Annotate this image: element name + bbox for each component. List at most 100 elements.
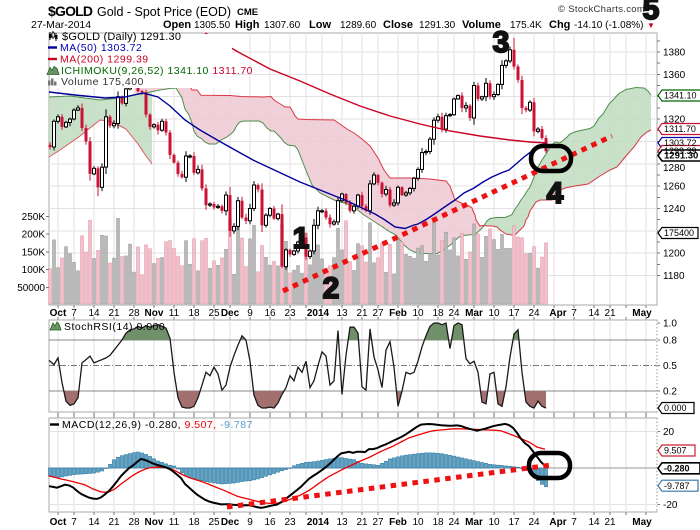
svg-text:21: 21 [108, 308, 120, 319]
svg-text:13: 13 [336, 308, 348, 319]
svg-text:Feb: Feb [389, 308, 407, 319]
svg-text:1299.39: 1299.39 [664, 146, 697, 156]
svg-text:50000: 50000 [17, 283, 45, 294]
svg-text:Volume 175,400: Volume 175,400 [61, 76, 144, 88]
svg-text:MA(200) 1299.39: MA(200) 1299.39 [60, 54, 149, 66]
svg-text:Dec: Dec [221, 517, 240, 528]
svg-text:9: 9 [247, 517, 253, 528]
svg-text:16: 16 [264, 517, 276, 528]
svg-text:1280: 1280 [663, 163, 686, 174]
svg-text:16: 16 [264, 308, 276, 319]
svg-text:MA(50) 1303.72: MA(50) 1303.72 [60, 42, 142, 54]
svg-text:1200: 1200 [663, 249, 686, 260]
svg-text:Mar: Mar [465, 517, 483, 528]
svg-text:May: May [632, 308, 652, 319]
svg-text:May: May [632, 517, 652, 528]
svg-text:2014: 2014 [307, 308, 330, 319]
svg-text:1180: 1180 [663, 271, 685, 282]
svg-text:Dec: Dec [221, 308, 240, 319]
svg-text:2014: 2014 [307, 517, 330, 528]
svg-text:0.8: 0.8 [663, 336, 677, 347]
svg-text:14: 14 [588, 517, 600, 528]
svg-text:2: 2 [323, 272, 340, 305]
svg-text:21: 21 [604, 308, 616, 319]
svg-text:9: 9 [247, 308, 253, 319]
svg-text:1: 1 [293, 222, 310, 255]
svg-text:25: 25 [208, 517, 220, 528]
svg-text:7: 7 [71, 308, 77, 319]
svg-text:1291.30: 1291.30 [664, 151, 698, 162]
svg-text:24: 24 [528, 517, 540, 528]
svg-text:7: 7 [571, 517, 577, 528]
svg-text:100K: 100K [22, 265, 46, 276]
svg-text:14: 14 [88, 517, 100, 528]
svg-text:21: 21 [356, 308, 368, 319]
svg-text:250K: 250K [22, 212, 46, 223]
svg-text:21: 21 [108, 517, 120, 528]
svg-text:1303.72: 1303.72 [664, 138, 697, 148]
svg-text:10: 10 [412, 308, 424, 319]
svg-text:1360: 1360 [663, 70, 686, 81]
svg-text:Oct: Oct [50, 308, 67, 319]
svg-text:1341.10: 1341.10 [664, 91, 697, 101]
svg-text:17: 17 [508, 517, 520, 528]
svg-text:0.000: 0.000 [664, 403, 687, 413]
svg-text:24: 24 [528, 308, 540, 319]
svg-text:ICHIMOKU(9,26,52) 1341.10 1311: ICHIMOKU(9,26,52) 1341.10 1311.70 [61, 65, 253, 77]
svg-text:27: 27 [372, 308, 384, 319]
svg-text:StochRSI(14) 0.000: StochRSI(14) 0.000 [64, 321, 165, 333]
svg-text:3: 3 [493, 26, 510, 59]
svg-text:175400: 175400 [664, 228, 694, 238]
svg-text:7: 7 [571, 308, 577, 319]
svg-text:10: 10 [412, 517, 424, 528]
svg-text:-0.280: -0.280 [664, 464, 690, 474]
svg-text:Mar: Mar [465, 308, 483, 319]
svg-text:0.5: 0.5 [663, 361, 677, 372]
svg-text:$GOLD (Daily) 1291.30: $GOLD (Daily) 1291.30 [62, 31, 181, 43]
svg-text:9.507: 9.507 [664, 446, 687, 456]
svg-text:Nov: Nov [145, 308, 164, 319]
svg-text:28: 28 [128, 308, 140, 319]
svg-text:21: 21 [356, 517, 368, 528]
svg-text:13: 13 [336, 517, 348, 528]
svg-text:25: 25 [208, 308, 220, 319]
svg-text:24: 24 [448, 517, 460, 528]
svg-text:-9.787: -9.787 [664, 481, 690, 491]
svg-text:20: 20 [663, 427, 675, 438]
svg-text:5: 5 [643, 0, 660, 26]
svg-text:1320: 1320 [663, 115, 686, 126]
svg-text:1240: 1240 [663, 204, 686, 215]
svg-text:21: 21 [604, 517, 616, 528]
svg-text:28: 28 [128, 517, 140, 528]
svg-text:1.0: 1.0 [663, 319, 677, 330]
svg-text:17: 17 [508, 308, 520, 319]
svg-text:18: 18 [188, 308, 200, 319]
svg-text:11: 11 [169, 517, 180, 528]
svg-text:0.2: 0.2 [663, 387, 677, 398]
svg-text:Oct: Oct [50, 517, 67, 528]
svg-text:11: 11 [169, 308, 180, 319]
svg-text:23: 23 [284, 517, 296, 528]
svg-text:18: 18 [432, 308, 444, 319]
svg-text:18: 18 [432, 517, 444, 528]
svg-text:23: 23 [284, 308, 296, 319]
svg-text:24: 24 [448, 308, 460, 319]
svg-text:14: 14 [88, 308, 100, 319]
svg-text:4: 4 [547, 177, 564, 210]
svg-text:1380: 1380 [663, 48, 686, 59]
svg-text:1311.70: 1311.70 [664, 124, 696, 134]
svg-text:14: 14 [588, 308, 600, 319]
svg-text:-20: -20 [663, 500, 678, 511]
svg-text:Feb: Feb [389, 517, 407, 528]
svg-text:Apr: Apr [549, 308, 566, 319]
svg-text:Apr: Apr [549, 517, 566, 528]
svg-text:10: 10 [488, 517, 500, 528]
svg-text:18: 18 [188, 517, 200, 528]
svg-text:150K: 150K [22, 247, 46, 258]
svg-text:1260: 1260 [663, 182, 686, 193]
svg-text:200K: 200K [22, 230, 46, 241]
svg-text:27: 27 [372, 517, 384, 528]
svg-text:10: 10 [488, 308, 500, 319]
svg-text:7: 7 [71, 517, 77, 528]
svg-text:MACD(12,26,9) -0.280, 9.507, -: MACD(12,26,9) -0.280, 9.507, -9.787 [62, 419, 253, 431]
